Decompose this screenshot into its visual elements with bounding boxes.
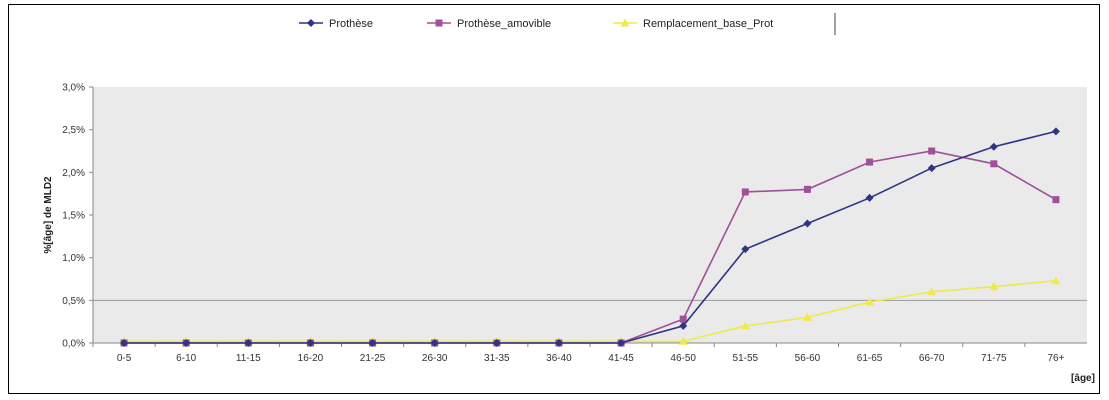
x-tick-label: 61-65 xyxy=(857,353,883,364)
data-point-remplacement-base-prot xyxy=(740,321,750,330)
data-point-proth-se-amovible xyxy=(866,158,874,166)
data-point-remplacement-base-prot xyxy=(927,287,937,296)
legend-item-proth-se-amovible: Prothèse_amovible xyxy=(427,18,551,30)
x-tick-label: 36-40 xyxy=(546,353,572,364)
data-point-proth-se xyxy=(306,339,315,347)
y-tick-label: 3,0% xyxy=(62,83,85,94)
data-point-proth-se xyxy=(182,339,191,347)
data-point-proth-se-amovible xyxy=(990,160,998,168)
x-tick-label: 76+ xyxy=(1047,353,1064,364)
legend-marker xyxy=(435,19,443,27)
data-point-proth-se xyxy=(803,219,812,228)
x-axis-ticks: 0-5 6-10 11-15 16-20 21-25 26-30 31-35 36-40 41-… xyxy=(92,343,1065,364)
data-point-proth-se xyxy=(679,321,688,330)
legend-label: Prothèse_amovible xyxy=(457,18,551,30)
data-point-proth-se-amovible xyxy=(741,188,749,196)
x-axis-label: [âge] xyxy=(1071,373,1095,384)
series-line-proth-se xyxy=(124,130,1057,344)
x-tick-label: 31-35 xyxy=(484,353,510,364)
x-tick-label: 46-50 xyxy=(670,353,696,364)
x-tick-label: 56-60 xyxy=(795,353,821,364)
data-point-proth-se xyxy=(368,339,377,347)
data-point-proth-se xyxy=(865,193,874,202)
data-point-remplacement-base-prot xyxy=(1051,276,1061,285)
x-tick-label: 16-20 xyxy=(298,353,324,364)
chart-frame: 0,0% 0,5% 1,0% 1,5% 2,0% 2,5% 3,0% 0-5 6-10 11-1… xyxy=(8,4,1100,394)
y-tick-label: 2,5% xyxy=(62,125,85,136)
data-point-proth-se xyxy=(554,339,563,347)
x-tick-label: 51-55 xyxy=(733,353,759,364)
y-tick-label: 1,5% xyxy=(62,211,85,222)
data-point-proth-se xyxy=(492,339,501,347)
y-axis-label: %[âge] de MLD2 xyxy=(43,176,54,254)
data-point-proth-se xyxy=(430,339,439,347)
series-proth-se xyxy=(120,127,1060,347)
y-tick-label: 0,5% xyxy=(62,296,85,307)
data-point-proth-se-amovible xyxy=(803,185,811,193)
x-tick-label: 66-70 xyxy=(919,353,945,364)
x-tick-label: 71-75 xyxy=(981,353,1007,364)
y-tick-label: 2,0% xyxy=(62,168,85,179)
x-tick-label: 41-45 xyxy=(608,353,634,364)
legend-item-remplacement-base-prot: Remplacement_base_Prot xyxy=(613,18,773,30)
y-axis-ticks: 0,0% 0,5% 1,0% 1,5% 2,0% 2,5% 3,0% xyxy=(62,83,93,350)
line-chart: 0,0% 0,5% 1,0% 1,5% 2,0% 2,5% 3,0% 0-5 6-10 11-1… xyxy=(43,13,1095,384)
y-tick-label: 0,0% xyxy=(62,339,85,350)
legend-marker xyxy=(307,19,315,27)
data-point-remplacement-base-prot xyxy=(989,282,999,291)
data-point-remplacement-base-prot xyxy=(865,297,875,306)
legend-item-proth-se: Prothèse xyxy=(299,18,373,30)
legend: Prothèse Prothèse_amovible Remplacement_ba… xyxy=(299,18,773,30)
plot-area xyxy=(93,87,1087,343)
x-tick-label: 11-15 xyxy=(236,353,261,364)
x-tick-label: 26-30 xyxy=(422,353,448,364)
data-point-proth-se-amovible xyxy=(1052,196,1060,204)
x-tick-label: 21-25 xyxy=(360,353,386,364)
legend-label: Remplacement_base_Prot xyxy=(643,18,773,30)
data-point-proth-se xyxy=(617,339,626,347)
data-point-proth-se xyxy=(741,245,750,254)
data-point-proth-se xyxy=(927,164,936,173)
data-point-proth-se xyxy=(1051,127,1060,136)
data-point-proth-se xyxy=(244,339,253,347)
data-point-remplacement-base-prot xyxy=(802,312,812,321)
x-tick-label: 6-10 xyxy=(176,353,196,364)
data-point-proth-se xyxy=(120,339,129,347)
data-point-remplacement-base-prot xyxy=(678,336,688,345)
data-point-proth-se-amovible xyxy=(928,147,936,155)
legend-label: Prothèse xyxy=(329,18,373,30)
series-line-remplacement-base-prot xyxy=(124,279,1057,343)
legend-marker xyxy=(620,18,630,27)
series-group xyxy=(119,127,1061,347)
x-tick-label: 0-5 xyxy=(117,353,132,364)
data-point-proth-se xyxy=(989,142,998,151)
y-tick-label: 1,0% xyxy=(62,253,85,264)
data-point-proth-se-amovible xyxy=(679,315,687,323)
